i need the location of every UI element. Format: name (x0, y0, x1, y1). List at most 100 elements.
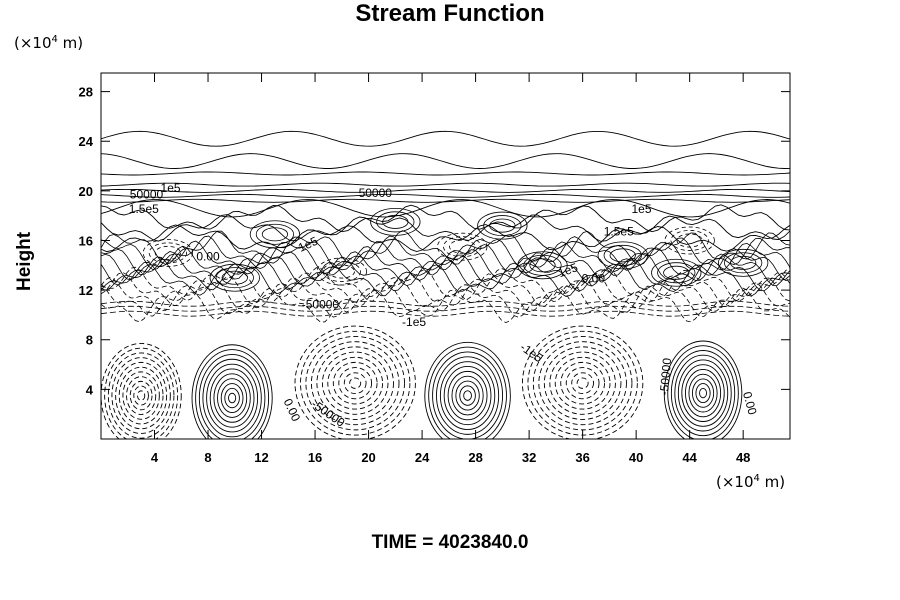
x-tick-label: 12 (254, 450, 268, 465)
eddy-contour (477, 211, 528, 240)
contour-line (101, 245, 790, 282)
contour-line (101, 130, 790, 147)
eddy-contour (437, 232, 488, 261)
contour-line (101, 305, 790, 312)
negative-cell-contour (332, 361, 378, 405)
contour-line (101, 171, 790, 176)
eddy-contour (443, 236, 482, 258)
contour-label: 1.5e5 (129, 202, 159, 216)
eddy-contour (597, 241, 648, 270)
negative-cell-contour (300, 330, 411, 436)
x-tick-label: 40 (629, 450, 643, 465)
x-tick-label: 16 (308, 450, 322, 465)
negative-cell-contour (126, 376, 157, 415)
negative-cell-contour (111, 357, 171, 434)
negative-cell-contour (538, 341, 627, 426)
contour-line (101, 277, 790, 313)
x-tick-label: 24 (415, 450, 430, 465)
negative-cell-contour (576, 377, 589, 389)
plot-frame (100, 72, 791, 440)
positive-cell-contour (436, 356, 500, 435)
eddy-contour (718, 248, 769, 277)
positive-cell-contour (463, 390, 472, 401)
eddy-contour (523, 254, 562, 276)
positive-cell-contour (681, 364, 725, 422)
positive-cell-contour (195, 349, 270, 439)
negative-cell-contour (554, 356, 611, 410)
y-unit-exponent: 4 (51, 34, 58, 45)
positive-cell-contour (198, 354, 266, 439)
eddy-contour (376, 211, 415, 233)
eddy-contour (489, 218, 516, 233)
positive-cell-contour (439, 361, 496, 430)
contour-label: 50000 (359, 186, 393, 200)
contour-label: 1e5 (556, 260, 580, 280)
contour-line (101, 271, 790, 308)
contour-line (101, 287, 790, 324)
contour-line (101, 182, 790, 187)
negative-cell-contour (343, 372, 367, 395)
negative-cell-contour (107, 352, 175, 439)
contour-line (101, 193, 790, 198)
positive-cell-contour (455, 380, 480, 411)
eddy-contour (529, 258, 556, 273)
negative-cell-contour (565, 367, 600, 400)
contour-cells (101, 325, 743, 439)
eddy-contour (209, 263, 260, 292)
negative-cell-contour (349, 377, 362, 389)
positive-cell-contour (674, 354, 732, 432)
positive-cell-contour (191, 344, 273, 439)
contour-line (101, 198, 790, 203)
positive-cell-contour (228, 392, 237, 404)
negative-cell-contour (321, 351, 389, 415)
eddy-contour (255, 223, 295, 245)
positive-cell-contour (217, 378, 248, 418)
x-unit-suffix: m) (759, 473, 786, 491)
eddy-contour (215, 267, 254, 289)
positive-cell-contour (677, 359, 729, 427)
contour-line (101, 240, 790, 276)
negative-cell-contour (294, 325, 416, 439)
contour-line (101, 282, 790, 318)
contour-label: -1e5 (402, 315, 426, 329)
eddy-contour (657, 262, 696, 284)
contour-label: -50000 (657, 357, 674, 396)
negative-cell-contour (137, 390, 146, 401)
positive-cell-contour (206, 363, 259, 433)
eddy-contour (609, 248, 636, 263)
positive-cell-contour (213, 373, 251, 423)
negative-cell-contour (521, 325, 644, 439)
contour-line (101, 235, 790, 271)
eddy-contour (651, 258, 702, 287)
positive-cell-contour (224, 387, 240, 409)
x-unit-exponent: 4 (753, 473, 760, 484)
x-tick-label: 8 (204, 450, 211, 465)
eddy-contour (148, 242, 188, 264)
eddy-contour (370, 207, 421, 236)
positive-cell-contour (688, 373, 718, 413)
contour-line (101, 214, 790, 242)
negative-cell-contour (571, 372, 594, 395)
contour-line (101, 224, 790, 253)
y-tick-label: 20 (79, 184, 93, 199)
positive-cell-contour (424, 341, 511, 439)
x-tick-label: 32 (522, 450, 536, 465)
eddy-contour (676, 233, 703, 248)
contour-label: -1e5 (518, 340, 546, 365)
negative-cell-contour (316, 346, 394, 420)
contour-line (101, 256, 790, 292)
positive-cell-contour (684, 368, 722, 418)
negative-cell-contour (129, 380, 153, 411)
positive-cell-contour (209, 368, 255, 428)
contour-label: -50000 (302, 298, 340, 312)
contour-line (101, 153, 790, 169)
x-tick-label: 4 (151, 450, 159, 465)
positive-cell-contour (695, 383, 711, 404)
x-tick-label: 48 (736, 450, 750, 465)
positive-cell-contour (459, 385, 476, 406)
contour-line (101, 310, 790, 317)
contour-label: 0.00 (582, 272, 606, 286)
y-tick-label: 4 (86, 382, 94, 397)
positive-cell-contour (663, 340, 743, 439)
